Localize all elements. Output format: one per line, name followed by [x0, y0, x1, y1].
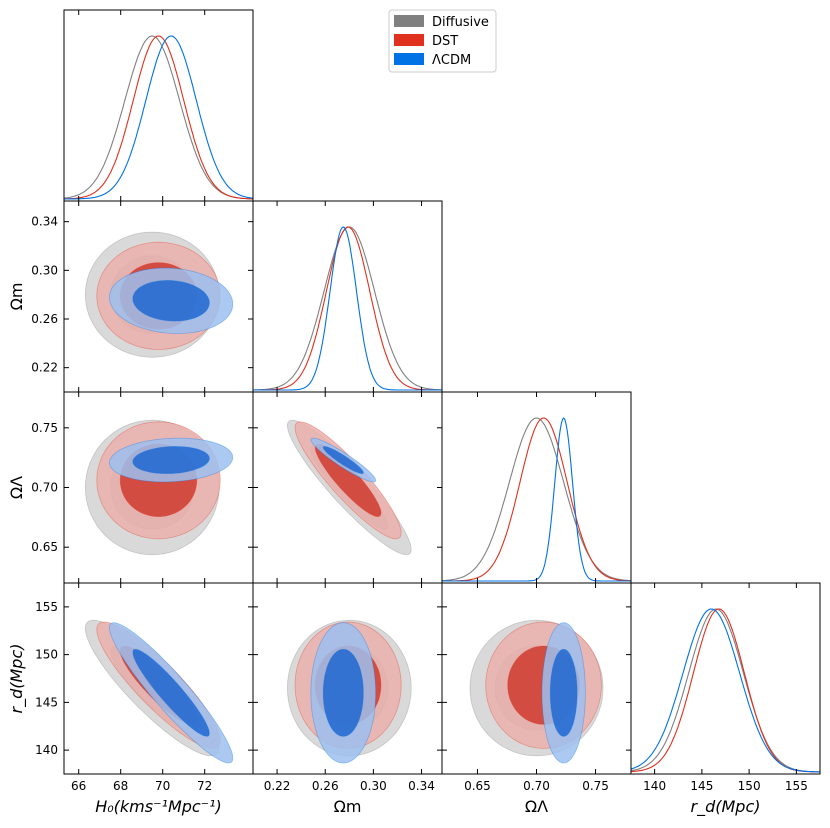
- y-tick-label-rd: 155: [35, 600, 58, 614]
- x-tick-label-Om: 0.26: [312, 779, 339, 793]
- contour-68-ΛCDM: [132, 648, 210, 737]
- x-tick-label-Om: 0.30: [360, 779, 387, 793]
- x-tick-label-Om: 0.22: [264, 779, 291, 793]
- y-axis-label-Om: Ωm: [7, 283, 26, 311]
- y-tick-label-Om: 0.30: [31, 263, 58, 277]
- x-tick-label-rd: 150: [738, 779, 761, 793]
- y-tick-label-Om: 0.26: [31, 312, 58, 326]
- panel-OL-vs-H0: [84, 419, 234, 556]
- marginal-curve-DST: [253, 226, 442, 391]
- x-tick-label-H0: 72: [197, 779, 212, 793]
- legend-swatch-ΛCDM: [394, 53, 424, 65]
- x-axis-label-H0: H₀(kms⁻¹Mpc⁻¹): [95, 797, 222, 816]
- x-tick-label-OL: 0.65: [464, 779, 491, 793]
- panel-OL-vs-Om: [287, 419, 412, 556]
- marginal-curve-Diffusive: [64, 35, 253, 200]
- marginal-curve-Diffusive: [631, 608, 820, 773]
- panel-rd-vs-Om: [286, 619, 412, 764]
- panel-Om-vs-H0: [84, 231, 234, 358]
- x-tick-label-rd: 140: [643, 779, 666, 793]
- marginal-curve-ΛCDM: [64, 35, 253, 200]
- panel-rd-vs-H0: [84, 619, 234, 764]
- y-axis-label-rd: r_d(Mpc): [7, 644, 27, 714]
- marginal-Om: [253, 226, 442, 391]
- y-tick-label-Om: 0.22: [31, 361, 58, 375]
- marginal-curve-ΛCDM: [442, 417, 631, 582]
- legend-label: DST: [432, 34, 458, 49]
- y-tick-label-rd: 145: [35, 695, 58, 709]
- marginal-rd: [631, 608, 820, 773]
- y-tick-label-OL: 0.70: [31, 481, 58, 495]
- panel-frame-rd-rd: [630, 582, 821, 775]
- marginal-curve-ΛCDM: [253, 226, 442, 391]
- marginal-curve-ΛCDM: [631, 608, 820, 773]
- legend-swatch-DST: [394, 34, 424, 46]
- y-tick-label-OL: 0.75: [31, 421, 58, 435]
- x-tick-label-Om: 0.34: [408, 779, 435, 793]
- marginal-curve-DST: [442, 417, 631, 582]
- legend-label: ΛCDM: [432, 53, 471, 68]
- contour-68-ΛCDM: [132, 279, 210, 322]
- x-tick-label-rd: 145: [690, 779, 713, 793]
- marginal-OL: [442, 417, 631, 582]
- panel-rd-vs-OL: [469, 619, 604, 764]
- marginal-H0: [64, 35, 253, 200]
- x-axis-label-Om: Ωm: [334, 797, 362, 816]
- x-axis-label-rd: r_d(Mpc): [691, 797, 761, 817]
- x-axis-label-OL: ΩΛ: [525, 797, 548, 816]
- marginal-curve-Diffusive: [253, 226, 442, 391]
- legend-label: Diffusive: [432, 15, 489, 30]
- x-tick-label-H0: 68: [113, 779, 128, 793]
- x-tick-label-H0: 66: [71, 779, 86, 793]
- x-tick-label-OL: 0.70: [523, 779, 550, 793]
- y-tick-label-rd: 150: [35, 648, 58, 662]
- y-axis-label-OL: ΩΛ: [7, 476, 26, 499]
- y-tick-label-OL: 0.65: [31, 540, 58, 554]
- contour-68-ΛCDM: [322, 445, 364, 475]
- legend: Diffusive DST ΛCDM: [388, 9, 497, 73]
- panel-frame-OL-OL: [441, 391, 632, 584]
- marginal-curve-DST: [631, 608, 820, 773]
- legend-swatch-Diffusive: [394, 15, 424, 27]
- marginal-curve-Diffusive: [442, 417, 631, 582]
- panel-frame-H0-H0: [63, 9, 254, 202]
- x-tick-label-rd: 155: [785, 779, 808, 793]
- x-tick-label-H0: 70: [155, 779, 170, 793]
- contour-68-ΛCDM: [132, 445, 210, 474]
- x-tick-label-OL: 0.75: [582, 779, 609, 793]
- y-tick-label-Om: 0.34: [31, 215, 58, 229]
- y-tick-label-rd: 140: [35, 743, 58, 757]
- marginal-curve-DST: [64, 35, 253, 200]
- panel-frame-Om-Om: [252, 200, 443, 393]
- contour-68-ΛCDM: [322, 648, 364, 737]
- contour-68-ΛCDM: [549, 648, 578, 737]
